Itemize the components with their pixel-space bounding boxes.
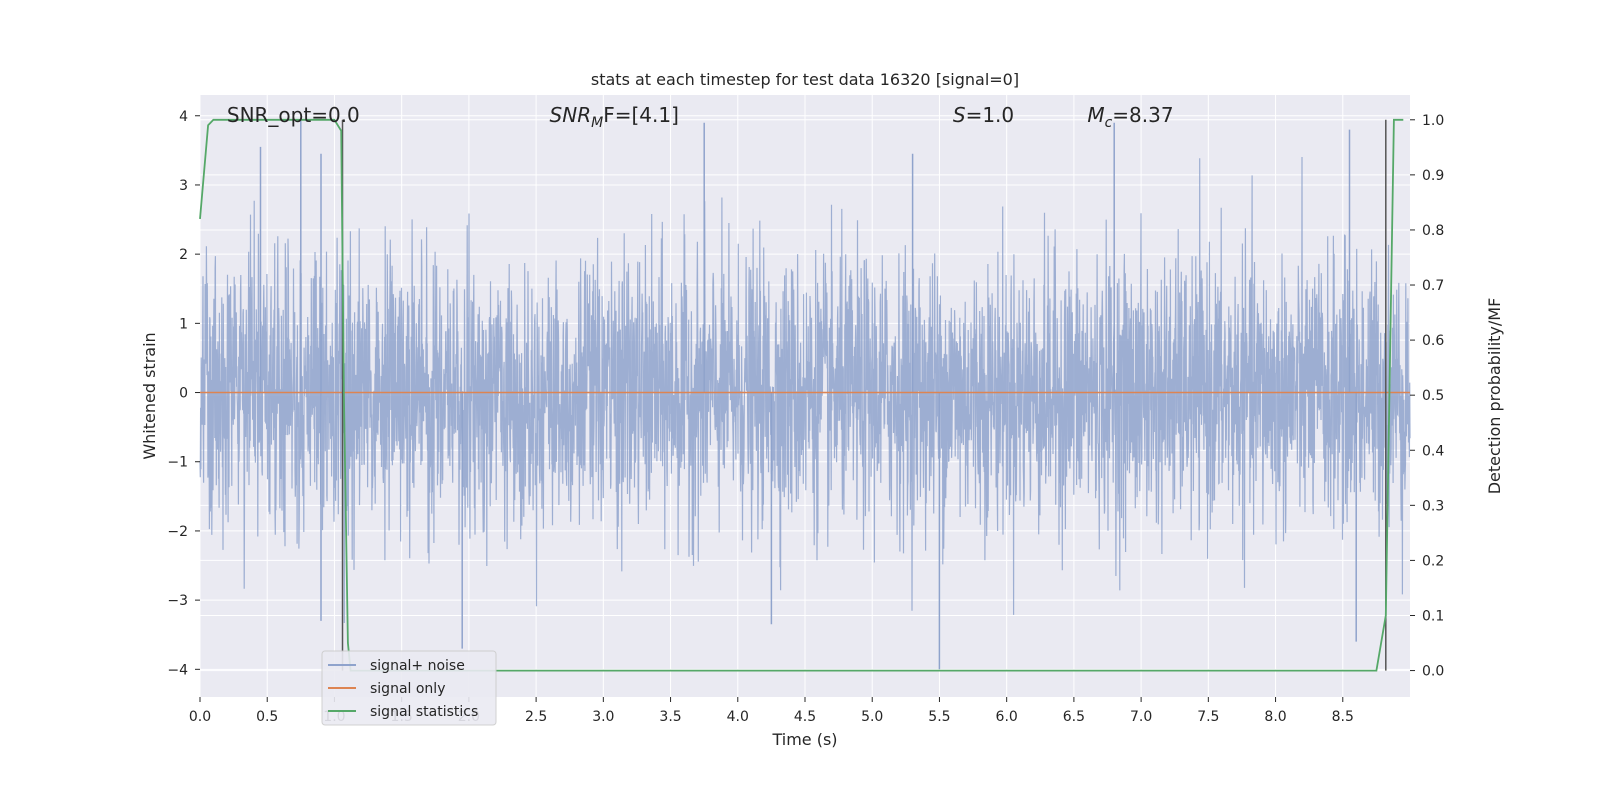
y2-axis-label: Detection probability/MF — [1485, 298, 1504, 495]
y2-tick-label: 0.2 — [1422, 553, 1444, 569]
legend-label: signal statistics — [370, 704, 478, 720]
y-tick-label: 2 — [179, 247, 188, 263]
x-tick-label: 7.0 — [1130, 709, 1152, 725]
legend-label: signal+ noise — [370, 658, 465, 674]
x-tick-label: 2.5 — [525, 709, 547, 725]
y2-axis-ticks: 1.0 0.9 0.8 0.7 0.6 0.5 0.4 0.3 0.2 0.1 0.0 — [1410, 113, 1444, 680]
x-tick-label: 6.5 — [1063, 709, 1085, 725]
y2-tick-label: 1.0 — [1422, 113, 1444, 129]
y2-tick-label: 0.8 — [1422, 223, 1444, 239]
series-signal-plus-noise — [199, 119, 1411, 670]
annotations: SNR_opt=0.0 SNRMF=[4.1] S=1.0 Mc=8.37 — [227, 103, 1174, 131]
y2-tick-label: 0.6 — [1422, 333, 1444, 349]
x-tick-label: 5.5 — [928, 709, 950, 725]
x-tick-label: 4.5 — [794, 709, 816, 725]
x-tick-label: 5.0 — [861, 709, 883, 725]
y2-tick-label: 0.3 — [1422, 498, 1444, 514]
y2-tick-label: 0.4 — [1422, 443, 1444, 459]
annotation: SNR_opt=0.0 — [227, 103, 360, 127]
legend-box — [321, 650, 497, 726]
y2-tick-label: 0.9 — [1422, 168, 1444, 184]
x-tick-label: 3.5 — [659, 709, 681, 725]
annotation: SNRMF=[4.1] — [550, 103, 679, 131]
x-tick-label: 8.0 — [1264, 709, 1286, 725]
x-tick-label: 7.5 — [1197, 709, 1219, 725]
y-tick-label: 3 — [179, 178, 188, 194]
y2-tick-label: 0.5 — [1422, 388, 1444, 404]
x-tick-label: 8.5 — [1332, 709, 1354, 725]
y-axis-ticks: 4 3 2 1 0 −1 −2 −3 −4 — [167, 109, 200, 678]
x-tick-label: 0.0 — [189, 709, 211, 725]
annotation: S=1.0 — [953, 103, 1014, 127]
y-tick-label: 1 — [179, 316, 188, 332]
x-tick-label: 6.0 — [996, 709, 1018, 725]
x-tick-label: 0.5 — [256, 709, 278, 725]
y-tick-label: −2 — [167, 524, 188, 540]
annotation: Mc=8.37 — [1087, 103, 1173, 131]
x-tick-label: 3.0 — [592, 709, 614, 725]
y-tick-label: 0 — [179, 386, 188, 402]
x-axis-label: Time (s) — [771, 730, 837, 749]
noise-line — [199, 156, 1411, 624]
y-tick-label: 4 — [179, 109, 188, 125]
y-tick-label: −1 — [167, 455, 188, 471]
x-tick-label: 4.0 — [727, 709, 749, 725]
y-tick-label: −3 — [167, 593, 188, 609]
legend: signal+ noise signal only signal statistic… — [321, 650, 497, 726]
y2-tick-label: 0.7 — [1422, 278, 1444, 294]
y2-tick-label: 0.1 — [1422, 608, 1444, 624]
y-tick-label: −4 — [167, 662, 188, 678]
chart-title: stats at each timestep for test data 163… — [591, 70, 1019, 89]
y-axis-label: Whitened strain — [140, 332, 159, 459]
legend-label: signal only — [370, 681, 445, 697]
noise-peaks — [259, 119, 1357, 670]
y2-tick-label: 0.0 — [1422, 664, 1444, 680]
